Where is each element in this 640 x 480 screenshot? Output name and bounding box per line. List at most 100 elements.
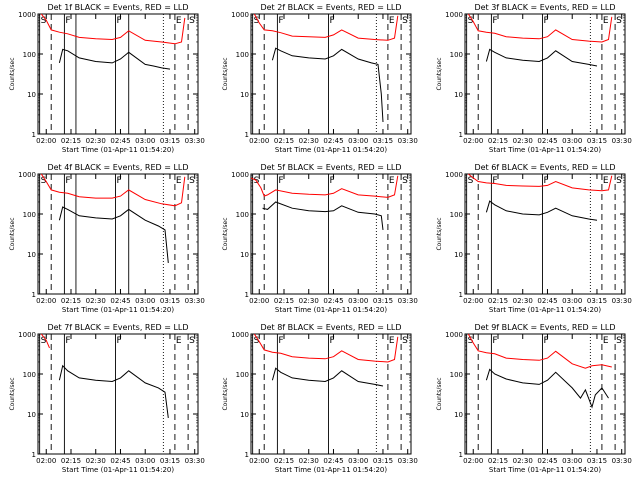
event-marker-label: F [278, 176, 283, 186]
panel-det-7: Det 7f BLACK = Events, RED = LLD 1 10 100 10… [9, 323, 205, 474]
x-tick-label: 02:00 [249, 137, 269, 145]
series-lld [467, 173, 613, 192]
series-events [485, 200, 598, 221]
x-tick-label: 02:30 [299, 137, 319, 145]
x-tick-label: 02:45 [537, 457, 557, 465]
event-marker-label: S [616, 16, 622, 26]
panel-det-9: Det 9f BLACK = Events, RED = LLD 1 10 100 10… [436, 323, 632, 474]
event-marker-label: E [389, 176, 395, 186]
x-tick-label: 02:45 [323, 297, 343, 305]
x-tick-label: 02:00 [36, 137, 56, 145]
event-marker-label: S [402, 16, 408, 26]
y-tick-label: 1000 [231, 331, 249, 339]
event-marker-label: F [544, 176, 549, 186]
event-marker-label: E [176, 16, 182, 26]
event-marker-label: F [492, 336, 497, 346]
panel-title: Det 6f BLACK = Events, RED = LLD [474, 163, 615, 172]
y-tick-label: 1000 [18, 171, 36, 179]
panel-det-6: Det 6f BLACK = Events, RED = LLD 1 10 100 10… [436, 163, 632, 314]
y-tick-label: 10 [240, 411, 249, 419]
y-tick-label: 100 [236, 51, 249, 59]
panel-det-1: Det 1f BLACK = Events, RED = LLD 1 10 100 10… [9, 3, 205, 154]
y-tick-label: 1000 [445, 11, 463, 19]
plot-frame [37, 173, 199, 295]
y-axis-label: Counts/sec [436, 57, 443, 90]
x-tick-label: 02:30 [513, 297, 533, 305]
x-tick-label: 03:30 [612, 137, 632, 145]
series-events [485, 368, 609, 409]
panel-title: Det 3f BLACK = Events, RED = LLD [474, 3, 615, 12]
x-axis-label: Start Time (01-Apr-11 01:54:20) [275, 306, 387, 314]
x-tick-label: 02:45 [110, 457, 130, 465]
y-tick-label: 10 [454, 411, 463, 419]
event-marker-label: S [254, 16, 260, 26]
x-tick-label: 03:30 [612, 297, 632, 305]
y-tick-label: 1 [459, 131, 463, 139]
event-marker-label: F [330, 336, 335, 346]
x-tick-label: 03:00 [562, 137, 582, 145]
series-events [58, 48, 171, 70]
series-lld [253, 333, 399, 363]
panel-det-3: Det 3f BLACK = Events, RED = LLD 1 10 100 10… [436, 3, 632, 154]
x-tick-label: 03:15 [160, 137, 180, 145]
event-marker-label: S [189, 336, 195, 346]
x-axis-label: Start Time (01-Apr-11 01:54:20) [62, 146, 174, 154]
x-tick-label: 02:30 [513, 457, 533, 465]
event-marker-label: F [117, 16, 122, 26]
x-tick-label: 03:15 [373, 297, 393, 305]
series-lld [467, 13, 613, 43]
y-tick-label: 1 [245, 131, 249, 139]
x-tick-label: 03:15 [587, 137, 607, 145]
x-tick-label: 02:00 [249, 297, 269, 305]
event-marker-label: E [603, 336, 609, 346]
y-tick-label: 1 [32, 131, 36, 139]
y-tick-label: 1 [32, 451, 36, 459]
y-axis-label: Counts/sec [222, 377, 229, 410]
y-tick-label: 100 [450, 371, 463, 379]
y-tick-label: 1 [459, 451, 463, 459]
plot-frame [250, 173, 412, 295]
series-events [485, 48, 598, 67]
y-axis-label: Counts/sec [9, 377, 16, 410]
y-tick-label: 10 [240, 251, 249, 259]
y-tick-label: 1000 [445, 171, 463, 179]
y-tick-label: 100 [23, 51, 36, 59]
x-axis-label: Start Time (01-Apr-11 01:54:20) [489, 146, 601, 154]
x-tick-label: 02:45 [537, 137, 557, 145]
y-axis-label: Counts/sec [222, 57, 229, 90]
x-tick-label: 03:15 [160, 297, 180, 305]
event-marker-label: S [41, 16, 47, 26]
panel-det-4: Det 4f BLACK = Events, RED = LLD 1 10 100 10… [9, 163, 205, 314]
x-tick-label: 02:15 [488, 297, 508, 305]
y-tick-label: 10 [240, 91, 249, 99]
x-tick-label: 03:30 [398, 457, 418, 465]
panel-title: Det 4f BLACK = Events, RED = LLD [47, 163, 188, 172]
x-tick-label: 02:45 [537, 297, 557, 305]
series-lld [467, 333, 612, 369]
x-tick-label: 03:15 [373, 137, 393, 145]
x-tick-label: 03:00 [135, 297, 155, 305]
y-tick-label: 1 [32, 291, 36, 299]
x-tick-label: 02:30 [299, 457, 319, 465]
x-tick-label: 03:30 [185, 137, 205, 145]
y-tick-label: 10 [27, 411, 36, 419]
x-tick-label: 02:45 [323, 457, 343, 465]
x-axis-label: Start Time (01-Apr-11 01:54:20) [489, 306, 601, 314]
event-marker-label: F [544, 16, 549, 26]
plot-frame [464, 333, 626, 455]
series-events [58, 206, 169, 263]
event-marker-label: E [389, 16, 395, 26]
plot-frame [464, 13, 626, 135]
x-tick-label: 02:15 [274, 457, 294, 465]
x-tick-label: 03:15 [373, 457, 393, 465]
event-marker-label: F [278, 336, 283, 346]
plot-frame [37, 333, 199, 455]
y-tick-label: 10 [454, 251, 463, 259]
x-tick-label: 02:00 [249, 457, 269, 465]
y-tick-label: 1000 [18, 11, 36, 19]
event-marker-label: S [616, 176, 622, 186]
plot-frame [250, 333, 412, 455]
y-tick-label: 10 [27, 251, 36, 259]
x-tick-label: 02:15 [61, 137, 81, 145]
x-axis-label: Start Time (01-Apr-11 01:54:20) [275, 146, 387, 154]
